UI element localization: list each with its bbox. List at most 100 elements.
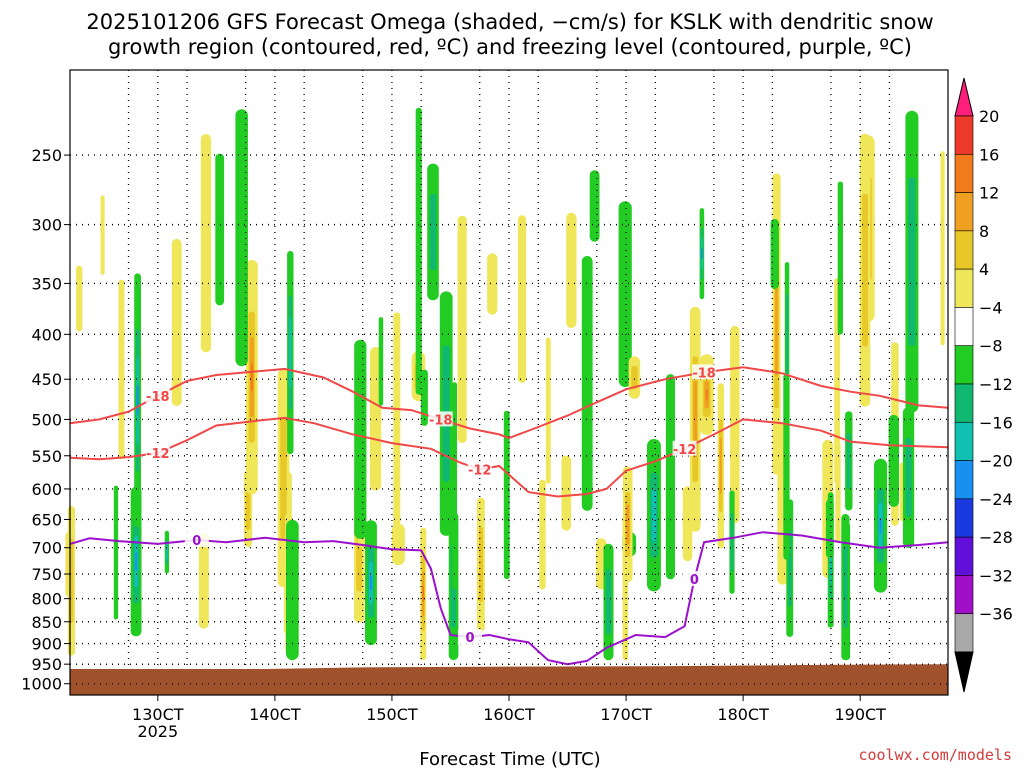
omega-shade-rising — [545, 337, 551, 484]
colorbar-label: −16 — [979, 413, 1013, 432]
contour-label-bg — [682, 571, 707, 587]
omega-shade-rising — [631, 365, 638, 390]
colorbar-swatch — [954, 115, 974, 155]
omega-shade-sinking — [665, 374, 675, 580]
colorbar-swatch — [954, 498, 974, 538]
omega-shade-sinking — [700, 248, 703, 260]
omega-shade-rising — [540, 491, 545, 578]
omega-shade-sinking — [289, 318, 292, 387]
colorbar-swatch — [954, 345, 974, 385]
x-tick-label: 170CT — [600, 705, 652, 724]
y-tick-label: 950 — [31, 655, 62, 674]
omega-shade-rising — [371, 362, 380, 475]
contour-label-bg — [184, 532, 209, 548]
colorbar: 20 16 12 8 4 −4 −8 −12 −16 −20 −24 −28 −32 −36 — [954, 77, 1013, 693]
omega-shade-rising — [517, 215, 527, 383]
omega-shading-layer — [65, 107, 945, 661]
omega-shade-sinking — [589, 170, 600, 242]
omega-shade-sinking — [165, 544, 168, 560]
colorbar-swatch — [954, 536, 974, 576]
x-tick-year-label: 2025 — [137, 722, 178, 741]
omega-shade-rising — [561, 455, 572, 531]
colorbar-label: 16 — [979, 145, 999, 164]
colorbar-swatch — [954, 421, 974, 461]
colorbar-bottom-arrow — [954, 651, 974, 693]
omega-shade-rising — [478, 527, 484, 603]
omega-shade-sinking — [378, 317, 384, 406]
omega-shade-rising — [76, 272, 82, 325]
x-tick-label: 160CT — [483, 705, 535, 724]
omega-shade-sinking — [420, 369, 428, 426]
omega-shade-sinking — [581, 256, 593, 511]
omega-shade-rising — [940, 151, 945, 346]
y-tick-label: 400 — [31, 325, 62, 344]
y-tick-label: 600 — [31, 480, 62, 499]
y-tick-label: 550 — [31, 447, 62, 466]
omega-shade-sinking — [905, 438, 912, 517]
contour-label: 0 — [192, 534, 201, 549]
contour-label: 0 — [690, 573, 699, 588]
omega-shade-rising — [393, 312, 401, 531]
omega-shade-rising — [250, 363, 253, 392]
contour-label: -18 — [146, 390, 170, 405]
contour-label-bg — [428, 411, 453, 427]
colorbar-swatch — [954, 268, 974, 308]
contour-label: -18 — [429, 413, 453, 428]
contour-line — [69, 366, 949, 440]
colorbar-label: 12 — [979, 184, 999, 203]
colorbar-top-arrow — [954, 77, 974, 117]
omega-shade-rising — [775, 272, 778, 376]
contour-label-bg — [692, 364, 717, 380]
contour-label: 0 — [465, 631, 474, 646]
omega-shade-rising — [719, 437, 722, 494]
colorbar-label: −12 — [979, 375, 1013, 394]
colorbar-label: 20 — [979, 107, 999, 126]
contour-layer: -18 -18 -18 -12 -12 -12 0 0 0 — [69, 364, 949, 666]
colorbar-label: 4 — [979, 260, 989, 279]
colorbar-swatch — [954, 613, 974, 653]
omega-shade-rising — [391, 523, 405, 566]
x-tick-label: 190CT — [834, 705, 886, 724]
omega-shade-sinking — [730, 513, 734, 572]
omega-shade-rising — [172, 257, 181, 388]
y-tick-label: 450 — [31, 370, 62, 389]
omega-shade-sinking — [618, 201, 632, 387]
colorbar-label: −4 — [979, 298, 1003, 317]
omega-shade-rising — [245, 487, 251, 531]
contour-label-bg — [145, 444, 170, 460]
omega-shade-rising — [626, 504, 630, 545]
omega-shade-sinking — [837, 181, 843, 335]
contour-label-bg — [672, 440, 697, 456]
omega-shade-rising — [693, 381, 697, 458]
colorbar-swatch — [954, 383, 974, 423]
contour-label-bg — [467, 461, 492, 477]
colorbar-swatch — [954, 230, 974, 270]
chart-title-line-2: growth region (contoured, red, ºC) and f… — [108, 35, 912, 59]
omega-shade-rising — [835, 443, 841, 542]
omega-shade-rising — [118, 279, 125, 460]
omega-shade-sinking — [908, 177, 916, 347]
omega-shade-sinking — [354, 339, 367, 539]
colorbar-label: −36 — [979, 605, 1013, 624]
y-tick-label: 300 — [31, 216, 62, 235]
colorbar-swatch — [954, 153, 974, 193]
x-axis-label: Forecast Time (UTC) — [419, 749, 600, 768]
chart-title-line-1: 2025101206 GFS Forecast Omega (shaded, −… — [86, 10, 933, 34]
omega-shade-rising — [422, 585, 425, 602]
omega-shade-sinking — [879, 517, 882, 534]
omega-shade-rising — [566, 212, 577, 328]
omega-shade-sinking — [114, 500, 118, 605]
y-tick-label: 650 — [31, 510, 62, 529]
omega-shade-sinking — [136, 385, 139, 416]
omega-shade-sinking — [504, 429, 510, 561]
omega-shade-sinking — [605, 569, 612, 635]
contour-label-bg — [145, 387, 170, 403]
ground-fill — [70, 664, 948, 695]
omega-shade-rising — [900, 469, 904, 515]
omega-shade-rising — [705, 389, 708, 400]
colorbar-swatch — [954, 192, 974, 232]
omega-shade-sinking — [135, 552, 138, 571]
omega-shade-sinking — [846, 433, 851, 489]
